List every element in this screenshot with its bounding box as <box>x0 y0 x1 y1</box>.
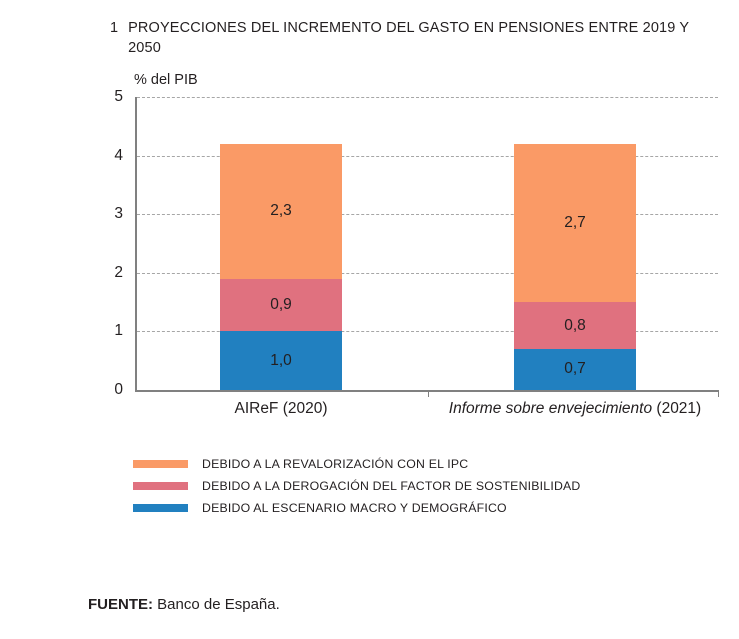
stacked-bar: 1,0 0,9 2,3 <box>220 143 342 390</box>
legend-label: DEBIDO AL ESCENARIO MACRO Y DEMOGRÁFICO <box>202 501 507 515</box>
legend-color-swatch <box>133 460 188 468</box>
legend-item[interactable]: DEBIDO A LA REVALORIZACIÓN CON EL IPC <box>133 453 653 475</box>
x-axis-category-label: Informe sobre envejecimiento (2021) <box>449 400 701 418</box>
source-note: FUENTE: Banco de España. <box>88 596 280 613</box>
bar-segment: 0,9 <box>220 278 342 332</box>
x-axis-category-label: AIReF (2020) <box>234 400 327 418</box>
source-label: FUENTE: <box>88 596 153 613</box>
bar-segment: 2,3 <box>220 143 342 279</box>
x-axis-tick <box>428 390 429 397</box>
legend-label: DEBIDO A LA DEROGACIÓN DEL FACTOR DE SOS… <box>202 479 581 493</box>
legend-color-swatch <box>133 504 188 512</box>
legend-item[interactable]: DEBIDO AL ESCENARIO MACRO Y DEMOGRÁFICO <box>133 497 653 519</box>
x-axis-tick <box>718 390 719 397</box>
y-axis-tick-label: 3 <box>114 205 123 223</box>
chart-title-block: 1 PROYECCIONES DEL INCREMENTO DEL GASTO … <box>110 18 690 58</box>
bar-value-label: 1,0 <box>270 351 292 369</box>
gridline <box>137 331 718 333</box>
stacked-bar: 0,7 0,8 2,7 <box>514 143 636 390</box>
category-label-text: (2021) <box>652 400 702 417</box>
bar-value-label: 2,3 <box>270 202 292 220</box>
bar-segment: 1,0 <box>220 331 342 390</box>
chart-plot-area: 0 1 2 3 4 5 1,0 0,9 2,3 0,7 0,8 2,7 <box>114 88 719 398</box>
legend-item[interactable]: DEBIDO A LA DEROGACIÓN DEL FACTOR DE SOS… <box>133 475 653 497</box>
bar-value-label: 0,9 <box>270 296 292 314</box>
legend-label: DEBIDO A LA REVALORIZACIÓN CON EL IPC <box>202 457 469 471</box>
source-value: Banco de España. <box>157 596 280 613</box>
chart-number: 1 <box>110 20 119 36</box>
bar-value-label: 2,7 <box>564 214 586 231</box>
bar-value-label: 0,8 <box>564 316 586 334</box>
y-axis-tick-label: 5 <box>114 88 123 105</box>
bar-segment: 0,8 <box>514 302 636 349</box>
gridline <box>137 214 718 216</box>
chart-legend: DEBIDO A LA REVALORIZACIÓN CON EL IPC DEB… <box>133 453 653 519</box>
gridline <box>137 272 718 274</box>
category-label-emphasis: Informe sobre envejecimiento <box>448 400 653 417</box>
y-axis-tick-label: 1 <box>114 322 123 340</box>
y-axis-tick-label: 4 <box>114 146 123 164</box>
y-axis-tick-label: 2 <box>114 263 123 281</box>
legend-color-swatch <box>133 482 188 490</box>
y-axis-unit-label: % del PIB <box>134 72 198 88</box>
bar-value-label: 0,7 <box>564 360 586 378</box>
bar-segment: 0,7 <box>514 348 636 390</box>
page-title: PROYECCIONES DEL INCREMENTO DEL GASTO EN… <box>128 20 689 56</box>
category-label-text: AIReF (2020) <box>234 400 328 417</box>
gridline <box>137 97 718 98</box>
gridline <box>137 155 718 157</box>
y-axis-line <box>135 97 137 390</box>
bar-segment: 2,7 <box>514 143 636 303</box>
y-axis-tick-label: 0 <box>114 381 123 398</box>
x-axis-line <box>135 390 718 392</box>
